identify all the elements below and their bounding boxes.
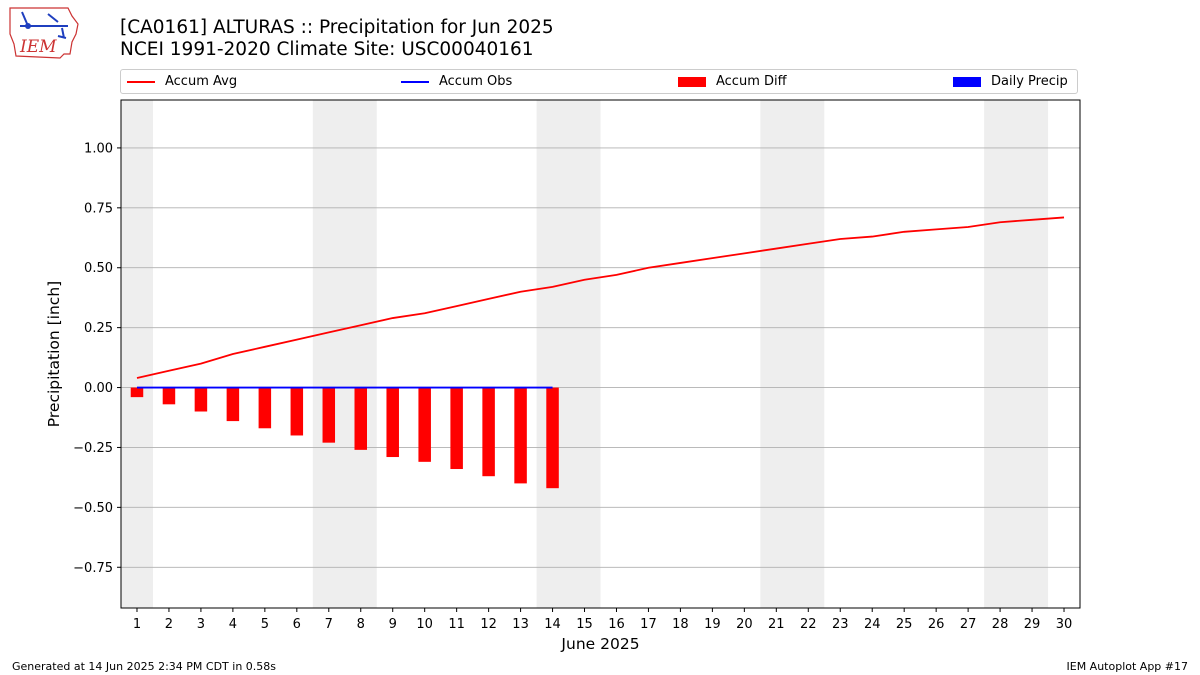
ytick-label-5: 0.50 bbox=[84, 261, 113, 276]
legend-label-daily-precip: Daily Precip bbox=[991, 74, 1068, 89]
chart-subtitle: NCEI 1991-2020 Climate Site: USC00040161 bbox=[120, 39, 534, 60]
weekend-band-4 bbox=[760, 100, 825, 608]
footer-app: IEM Autoplot App #17 bbox=[1066, 660, 1189, 673]
bar-accum-diff-2 bbox=[162, 387, 176, 405]
xtick-label-20: 20 bbox=[736, 617, 753, 632]
ytick-label-7: 1.00 bbox=[84, 141, 113, 156]
plot-frame bbox=[120, 99, 1081, 609]
xtick-label-16: 16 bbox=[608, 617, 625, 632]
xtick-label-29: 29 bbox=[1024, 617, 1041, 632]
ytick-label-1: −0.50 bbox=[73, 501, 113, 516]
xtick-label-18: 18 bbox=[672, 617, 689, 632]
y-axis-label: Precipitation [inch] bbox=[45, 281, 63, 427]
logo-text: IEM bbox=[19, 37, 57, 57]
ytick-label-4: 0.25 bbox=[84, 321, 113, 336]
xtick-label-24: 24 bbox=[864, 617, 881, 632]
legend-label-accum-avg: Accum Avg bbox=[165, 74, 238, 89]
weather-station-icon bbox=[20, 11, 68, 39]
weekend-band-1 bbox=[121, 100, 153, 608]
bar-accum-diff-9 bbox=[386, 387, 399, 458]
xtick-label-13: 13 bbox=[512, 617, 529, 632]
chart-legend: Accum Avg Accum Obs Accum Diff Daily Pre… bbox=[120, 69, 1078, 94]
weekend-band-5 bbox=[984, 100, 1049, 608]
weekend-band-3 bbox=[536, 100, 601, 608]
legend-swatch-daily-precip bbox=[953, 76, 981, 87]
bar-accum-diff-7 bbox=[322, 387, 336, 443]
iowa-outline-icon bbox=[9, 7, 79, 59]
chart-title: [CA0161] ALTURAS :: Precipitation for Ju… bbox=[120, 17, 554, 38]
bar-accum-diff-11 bbox=[450, 387, 463, 470]
legend-swatch-accum-avg bbox=[127, 80, 155, 83]
bar-accum-diff-4 bbox=[226, 387, 240, 422]
legend-item-daily-precip: Daily Precip bbox=[953, 70, 1068, 93]
bar-accum-diff-1 bbox=[130, 387, 144, 398]
xtick-label-15: 15 bbox=[576, 617, 593, 632]
xtick-label-11: 11 bbox=[448, 617, 465, 632]
xtick-label-6: 6 bbox=[293, 617, 301, 632]
xtick-label-17: 17 bbox=[640, 617, 657, 632]
bar-accum-diff-5 bbox=[258, 387, 272, 429]
xtick-label-7: 7 bbox=[325, 617, 333, 632]
xtick-label-1: 1 bbox=[133, 617, 141, 632]
xtick-label-10: 10 bbox=[416, 617, 433, 632]
xtick-label-22: 22 bbox=[800, 617, 817, 632]
xtick-label-23: 23 bbox=[832, 617, 849, 632]
bar-accum-diff-14 bbox=[546, 387, 559, 489]
xtick-label-4: 4 bbox=[229, 617, 237, 632]
xtick-label-27: 27 bbox=[960, 617, 977, 632]
iem-logo: IEM bbox=[9, 7, 79, 59]
xtick-label-30: 30 bbox=[1056, 617, 1073, 632]
ytick-label-3: 0.00 bbox=[84, 381, 113, 396]
xtick-label-9: 9 bbox=[389, 617, 397, 632]
xtick-label-26: 26 bbox=[928, 617, 945, 632]
legend-label-accum-diff: Accum Diff bbox=[716, 74, 787, 89]
ytick-label-2: −0.25 bbox=[73, 441, 113, 456]
xtick-label-19: 19 bbox=[704, 617, 721, 632]
bar-accum-diff-10 bbox=[418, 387, 431, 462]
xtick-label-12: 12 bbox=[480, 617, 497, 632]
xtick-label-21: 21 bbox=[768, 617, 785, 632]
legend-swatch-accum-obs bbox=[401, 80, 429, 83]
xtick-label-5: 5 bbox=[261, 617, 269, 632]
line-accum-avg bbox=[136, 216, 1065, 379]
xtick-label-2: 2 bbox=[165, 617, 173, 632]
bar-accum-diff-8 bbox=[354, 387, 367, 450]
legend-item-accum-diff: Accum Diff bbox=[678, 70, 787, 93]
xtick-label-8: 8 bbox=[357, 617, 365, 632]
footer-generated: Generated at 14 Jun 2025 2:34 PM CDT in … bbox=[12, 660, 277, 673]
ytick-label-0: −0.75 bbox=[73, 561, 113, 576]
bar-accum-diff-13 bbox=[514, 387, 527, 484]
xtick-label-3: 3 bbox=[197, 617, 205, 632]
xtick-label-14: 14 bbox=[544, 617, 561, 632]
bar-accum-diff-12 bbox=[482, 387, 495, 477]
bar-accum-diff-3 bbox=[194, 387, 208, 412]
bar-accum-diff-6 bbox=[290, 387, 304, 436]
ytick-label-6: 0.75 bbox=[84, 201, 113, 216]
xtick-label-28: 28 bbox=[992, 617, 1009, 632]
legend-item-accum-obs: Accum Obs bbox=[401, 70, 512, 93]
legend-label-accum-obs: Accum Obs bbox=[439, 74, 513, 89]
legend-swatch-accum-diff bbox=[678, 76, 706, 87]
xtick-label-25: 25 bbox=[896, 617, 913, 632]
weekend-band-2 bbox=[312, 100, 377, 608]
legend-item-accum-avg: Accum Avg bbox=[127, 70, 237, 93]
x-axis-label: June 2025 bbox=[560, 635, 639, 653]
